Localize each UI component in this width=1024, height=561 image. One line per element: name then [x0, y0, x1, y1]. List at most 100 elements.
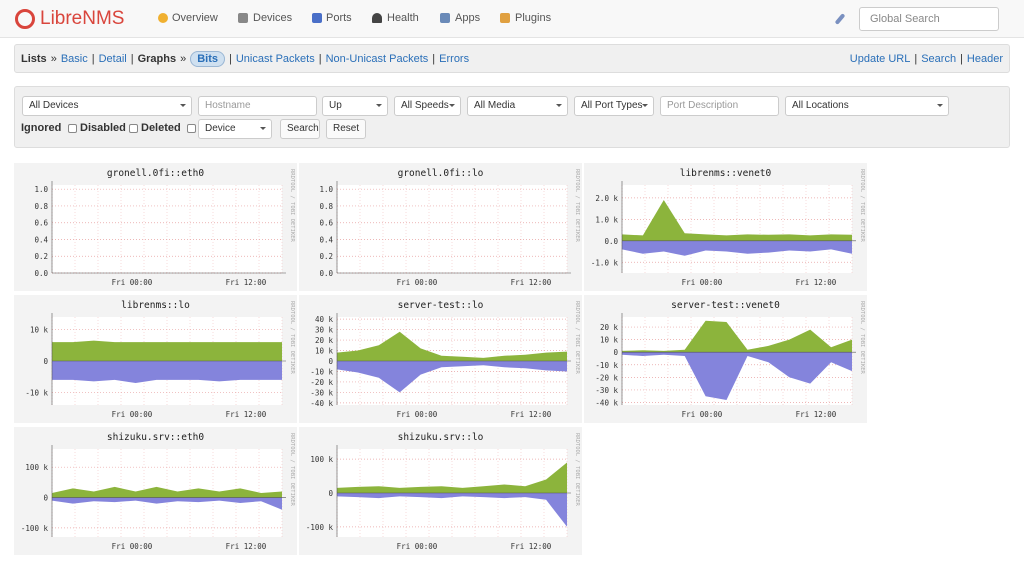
y-tick-label: -20 k	[310, 378, 333, 387]
nav-link[interactable]: Health	[387, 12, 419, 24]
graph-credit: RRDTOOL / TOBI OETIKER	[859, 301, 865, 375]
graph-panel[interactable]: gronell.0fi::loRRDTOOL / TOBI OETIKER0.0…	[299, 163, 582, 291]
x-tick-label: Fri 12:00	[511, 542, 552, 551]
graph-panel[interactable]: librenms::loRRDTOOL / TOBI OETIKER-10 k0…	[14, 295, 297, 423]
description-input[interactable]: Port Description	[660, 96, 779, 116]
breadcrumb-link[interactable]: Non-Unicast Packets	[326, 53, 429, 65]
y-tick-label: 0	[328, 357, 333, 366]
x-tick-label: Fri 12:00	[796, 278, 837, 287]
y-tick-label: 40 k	[315, 315, 334, 324]
graph: server-test::venet0 RRDTOOL / TOBI OETIKE…	[584, 295, 867, 423]
y-tick-label: 0.0	[34, 269, 48, 278]
x-tick-label: Fri 12:00	[226, 410, 267, 419]
separator: »	[51, 53, 57, 65]
graph-credit: RRDTOOL / TOBI OETIKER	[574, 433, 580, 507]
graph-credit: RRDTOOL / TOBI OETIKER	[859, 169, 865, 243]
y-tick-label: 0	[328, 489, 333, 498]
graph-credit: RRDTOOL / TOBI OETIKER	[289, 169, 295, 243]
plot-area	[337, 185, 567, 273]
nav-link[interactable]: Plugins	[515, 12, 551, 24]
port-type-select[interactable]: All Port Types	[574, 96, 654, 116]
state-select[interactable]: Up	[322, 96, 388, 116]
settings-icon[interactable]	[835, 13, 846, 25]
hostname-input[interactable]: Hostname	[198, 96, 317, 116]
search-button[interactable]: Search	[280, 119, 320, 139]
checkbox[interactable]	[68, 124, 77, 133]
logo[interactable]	[15, 9, 35, 29]
y-tick-label: 10 k	[30, 326, 49, 335]
graph-title: shizuku.srv::eth0	[107, 432, 205, 443]
separator: |	[131, 53, 134, 65]
graph-panel[interactable]: shizuku.srv::eth0RRDTOOL / TOBI OETIKER-…	[14, 427, 297, 555]
sort-select[interactable]: Device	[198, 119, 272, 139]
nav-link[interactable]: Ports	[326, 12, 352, 24]
y-tick-label: 10 k	[600, 336, 619, 345]
graph-title: shizuku.srv::lo	[398, 432, 484, 443]
y-tick-label: -40 k	[310, 399, 333, 408]
y-tick-label: 0.6	[34, 219, 48, 228]
nav-link[interactable]: Overview	[172, 12, 218, 24]
y-tick-label: -100 k	[21, 524, 49, 533]
graph-title: server-test::venet0	[671, 300, 780, 311]
x-tick-label: Fri 00:00	[397, 410, 438, 419]
deleted-label: Deleted	[141, 122, 181, 134]
y-tick-label: 0.4	[34, 235, 48, 244]
location-select[interactable]: All Locations	[785, 96, 949, 116]
breadcrumb-link[interactable]: Unicast Packets	[236, 53, 315, 65]
graph: server-test::loRRDTOOL / TOBI OETIKER-40…	[299, 295, 582, 423]
graph-panel[interactable]: gronell.0fi::eth0RRDTOOL / TOBI OETIKER0…	[14, 163, 297, 291]
reset-button[interactable]: Reset	[326, 119, 366, 139]
graph-panel[interactable]: server-test::loRRDTOOL / TOBI OETIKER-40…	[299, 295, 582, 423]
icon	[238, 13, 248, 23]
x-tick-label: Fri 00:00	[112, 410, 153, 419]
graph-title: librenms::venet0	[680, 168, 772, 179]
device-select[interactable]: All Devices	[22, 96, 192, 116]
header-link[interactable]: Header	[967, 53, 1003, 65]
y-tick-label: 0.2	[319, 252, 333, 261]
header-link[interactable]: Update URL	[850, 53, 911, 65]
y-tick-label: 100 k	[310, 455, 333, 464]
x-tick-label: Fri 00:00	[397, 542, 438, 551]
filter-form: All Devices Hostname Up All Speeds All M…	[14, 86, 1010, 148]
y-tick-label: 10 k	[315, 347, 334, 356]
area	[52, 361, 282, 383]
graph-panel[interactable]: librenms::venet0RRDTOOL / TOBI OETIKER-1…	[584, 163, 867, 291]
y-tick-label: 0.8	[34, 202, 48, 211]
separator: »	[180, 53, 186, 65]
y-tick-label: 1.0 k	[595, 215, 618, 224]
x-tick-label: Fri 00:00	[397, 278, 438, 287]
x-tick-label: Fri 12:00	[796, 410, 837, 419]
breadcrumb-link[interactable]: Detail	[99, 53, 127, 65]
y-tick-label: 0.0	[604, 237, 618, 246]
graph-panel[interactable]: server-test::venet0 RRDTOOL / TOBI OETIKE…	[584, 295, 867, 423]
breadcrumb-bar: Lists»Basic|Detail|Graphs»Bits|Unicast P…	[14, 44, 1010, 73]
y-tick-label: -40 k	[595, 398, 618, 407]
y-tick-label: 0.4	[319, 235, 333, 244]
breadcrumb-link[interactable]: Basic	[61, 53, 88, 65]
separator: |	[914, 53, 917, 65]
nav-link[interactable]: Devices	[253, 12, 292, 24]
brand[interactable]: LibreNMS	[40, 8, 124, 30]
disabled-label: Disabled	[80, 122, 126, 134]
y-tick-label: 0.6	[319, 219, 333, 228]
breadcrumb-link[interactable]: Bits	[190, 51, 225, 67]
area	[52, 341, 282, 361]
x-tick-label: Fri 00:00	[112, 542, 153, 551]
checkbox[interactable]	[129, 124, 138, 133]
y-tick-label: 0	[43, 494, 48, 503]
graph: librenms::loRRDTOOL / TOBI OETIKER-10 k0…	[14, 295, 297, 423]
global-search[interactable]: Global Search	[859, 7, 999, 31]
media-select[interactable]: All Media	[467, 96, 568, 116]
y-tick-label: 20 k	[600, 323, 619, 332]
y-tick-label: 0.0	[319, 269, 333, 278]
header-link[interactable]: Search	[921, 53, 956, 65]
graph-credit: RRDTOOL / TOBI OETIKER	[574, 169, 580, 243]
icon	[312, 13, 322, 23]
speed-select[interactable]: All Speeds	[394, 96, 461, 116]
graph-title: gronell.0fi::eth0	[107, 168, 205, 179]
breadcrumb-link[interactable]: Errors	[439, 53, 469, 65]
checkbox[interactable]	[187, 124, 196, 133]
graph-panel[interactable]: shizuku.srv::loRRDTOOL / TOBI OETIKER-10…	[299, 427, 582, 555]
nav-link[interactable]: Apps	[455, 12, 480, 24]
graph-credit: RRDTOOL / TOBI OETIKER	[574, 301, 580, 375]
